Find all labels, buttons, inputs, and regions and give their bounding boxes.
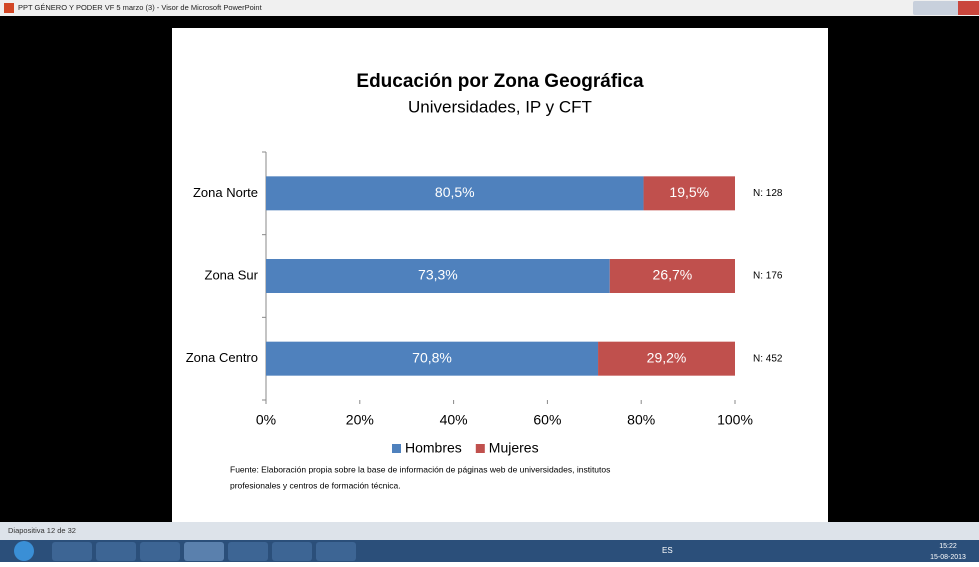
x-tick-label: 20% xyxy=(346,412,374,428)
taskbar-app[interactable] xyxy=(140,542,180,561)
legend-swatch xyxy=(392,444,401,453)
bar-segment xyxy=(266,259,610,293)
close-button[interactable] xyxy=(958,1,979,15)
taskbar-app[interactable] xyxy=(228,542,268,561)
taskbar-app[interactable] xyxy=(272,542,312,561)
chart-title: Educación por Zona Geográfica xyxy=(356,71,644,92)
x-tick-label: 0% xyxy=(256,412,276,428)
bar-segment xyxy=(598,341,735,376)
annotation: N: 128 xyxy=(753,188,783,199)
bar-segment xyxy=(609,259,735,293)
status-text: Diapositiva 12 de 32 xyxy=(8,526,76,535)
bar-segment xyxy=(643,176,735,211)
taskbar-app[interactable] xyxy=(52,542,92,561)
annotation: N: 452 xyxy=(753,353,783,364)
value-label: 70,8% xyxy=(412,349,452,365)
status-bar xyxy=(0,522,979,540)
app-icon xyxy=(4,3,14,13)
chart-subtitle: Universidades, IP y CFT xyxy=(408,97,592,116)
legend-label: Mujeres xyxy=(489,440,539,456)
source-note: Fuente: Elaboración propia sobre la base… xyxy=(230,464,610,474)
taskbar-app[interactable] xyxy=(316,542,356,561)
y-tick-label: Zona Sur xyxy=(205,267,259,282)
y-tick-label: Zona Centro xyxy=(186,350,258,365)
source-note: profesionales y centros de formación téc… xyxy=(230,480,401,490)
legend-swatch xyxy=(475,444,485,453)
value-label: 80,5% xyxy=(435,184,475,200)
x-tick-label: 100% xyxy=(717,412,753,428)
value-label: 19,5% xyxy=(669,184,709,200)
legend-label: Hombres xyxy=(405,440,462,456)
clock-date[interactable]: 15-08-2013 xyxy=(930,554,966,561)
value-label: 29,2% xyxy=(647,349,687,365)
value-label: 73,3% xyxy=(418,267,458,283)
bar-segment xyxy=(266,341,599,376)
title-bar xyxy=(0,0,979,16)
bar-segment xyxy=(266,176,644,211)
y-tick-label: Zona Norte xyxy=(193,185,258,200)
x-tick-label: 80% xyxy=(627,412,655,428)
annotation: N: 176 xyxy=(753,271,783,282)
start-button[interactable] xyxy=(14,541,34,561)
language[interactable]: ES xyxy=(662,546,673,555)
taskbar-app[interactable] xyxy=(96,542,136,561)
clock-time[interactable]: 15:22 xyxy=(939,543,957,550)
x-tick-label: 60% xyxy=(533,412,561,428)
value-label: 26,7% xyxy=(653,267,693,283)
x-tick-label: 40% xyxy=(440,412,468,428)
window-title: PPT GÉNERO Y PODER VF 5 marzo (3) - Viso… xyxy=(18,3,263,12)
taskbar-app[interactable] xyxy=(184,542,224,561)
